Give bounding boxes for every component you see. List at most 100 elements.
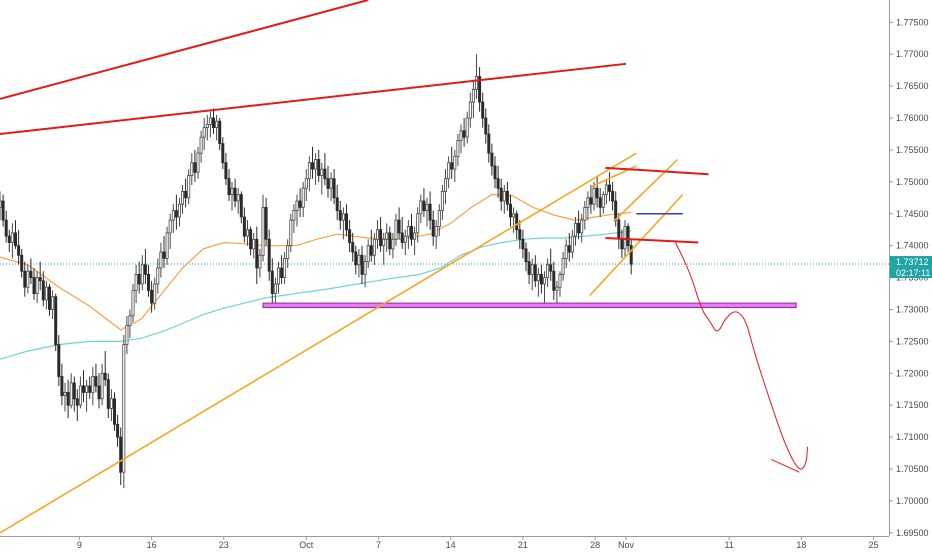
candle-body [38, 277, 42, 282]
candle-body [406, 226, 410, 237]
candle-body [570, 235, 574, 253]
candle-body [159, 251, 163, 269]
candle-body [620, 238, 624, 250]
price-tick-label: 1.72500 [896, 336, 929, 346]
candle-body [499, 187, 503, 202]
candle-body [354, 251, 358, 266]
candle-body [468, 101, 472, 119]
candle-body [208, 117, 212, 125]
candle-body [385, 232, 389, 240]
candle-body [456, 139, 460, 157]
time-tick-label: 23 [219, 540, 229, 550]
projection-arrowhead [771, 458, 800, 473]
candle-body [437, 210, 441, 228]
candle-body [524, 248, 528, 263]
candle-body [72, 382, 76, 400]
candle-body [171, 210, 175, 221]
candle-body [555, 286, 559, 291]
candle-body [199, 136, 203, 154]
candle-body [180, 190, 184, 205]
candle-body [604, 184, 608, 196]
candle-body [413, 232, 417, 240]
candle-body [459, 130, 463, 141]
candle-body [140, 264, 144, 285]
candle-body [403, 235, 407, 243]
candle-body [543, 277, 547, 285]
candle-body [249, 229, 253, 250]
candle-body [109, 398, 113, 409]
candle-body [236, 194, 240, 202]
candle-body [453, 155, 457, 170]
candle-body [10, 232, 14, 243]
candle-body [558, 273, 562, 288]
candle-body [63, 391, 67, 396]
candle-body [323, 168, 327, 180]
candle-body [150, 289, 154, 304]
price-tick-label: 1.72000 [896, 368, 929, 378]
candle-body [515, 213, 519, 231]
candle-body [611, 190, 615, 202]
candle-body [549, 264, 553, 272]
candle-body [13, 232, 17, 247]
candle-body [1, 200, 5, 221]
candle-body [165, 232, 169, 259]
time-tick-label: 18 [796, 540, 806, 550]
candle-body [276, 267, 280, 285]
candle-body [617, 219, 621, 240]
candle-body [366, 245, 370, 263]
candle-body [280, 267, 284, 279]
candle-body [626, 226, 630, 247]
candle-body [465, 117, 469, 138]
candle-body [116, 423, 120, 438]
candle-body [88, 385, 92, 393]
candle-body [484, 117, 488, 135]
candle-body [598, 197, 602, 208]
cyan-moving-average-line [0, 230, 632, 360]
time-tick-label: Nov [618, 540, 635, 550]
candle-body [122, 344, 126, 473]
candle-body [344, 213, 348, 231]
candle-body [422, 200, 426, 212]
candle-body [434, 226, 438, 237]
candle-body [397, 219, 401, 234]
price-tick-label: 1.69500 [896, 528, 929, 538]
candle-body [493, 165, 497, 180]
candle-body [382, 238, 386, 247]
candle-body [586, 197, 590, 208]
candle-body [502, 190, 506, 202]
candle-body [490, 152, 494, 167]
candle-body [230, 187, 234, 195]
candle-body [252, 238, 256, 250]
candle-body [326, 178, 330, 189]
time-tick-label: 7 [376, 540, 381, 550]
red-trendline [605, 166, 709, 176]
candle-body [32, 277, 36, 295]
candle-body [379, 229, 383, 247]
candle-body [363, 261, 367, 275]
candle-body [270, 270, 274, 294]
candle-body [103, 372, 107, 381]
candle-body [481, 101, 485, 119]
price-tick-label: 1.76500 [896, 81, 929, 91]
price-tick-label: 1.70000 [896, 496, 929, 506]
price-tick-label: 1.74500 [896, 209, 929, 219]
candle-body [443, 178, 447, 192]
candle-body [533, 264, 537, 282]
candle-body [7, 235, 11, 243]
candle-body [131, 289, 135, 317]
candle-body [239, 194, 243, 218]
candle-body [242, 216, 246, 237]
price-tick-label: 1.73000 [896, 304, 929, 314]
candle-body [314, 159, 318, 170]
candle-body [215, 120, 219, 128]
candle-body [29, 270, 33, 279]
time-tick-label: 11 [724, 540, 733, 550]
candle-body [233, 187, 237, 202]
candle-body [69, 382, 73, 406]
candle-body [137, 273, 141, 285]
candle-body [552, 270, 556, 291]
red-trendline [0, 0, 369, 100]
candle-body [409, 226, 413, 240]
